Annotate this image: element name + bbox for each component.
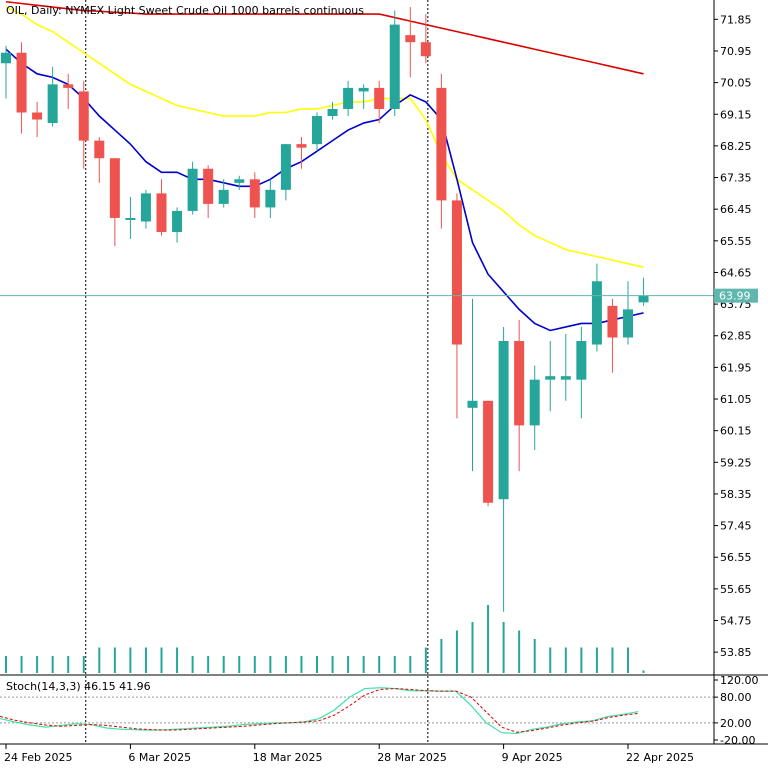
stochastic-levels — [0, 696, 714, 724]
candle-body — [623, 309, 633, 338]
y-tick-label: 62.85 — [720, 330, 752, 343]
y-tick-label: 65.55 — [720, 235, 752, 248]
candle-body — [265, 189, 276, 208]
y-tick-label: 61.95 — [720, 361, 752, 374]
candle-body — [156, 193, 167, 233]
y-tick-label: 56.55 — [720, 551, 752, 564]
ma-fast-line — [5, 48, 644, 332]
stoch-tick-label: -20.00 — [720, 734, 755, 747]
candle-body — [327, 108, 338, 117]
x-tick-label: 9 Apr 2025 — [502, 751, 563, 764]
candle-body — [296, 144, 307, 148]
stochastic-panel[interactable] — [0, 687, 714, 735]
candle-body — [436, 87, 447, 201]
ma-mid-line — [5, 6, 644, 268]
x-tick-label: 28 Mar 2025 — [377, 751, 447, 764]
y-tick-label: 66.45 — [720, 203, 752, 216]
candle-body — [140, 193, 151, 222]
candle-body — [1, 52, 11, 64]
y-tick-label: 69.15 — [720, 108, 752, 121]
candle-body — [607, 305, 618, 338]
volume-bars — [5, 605, 645, 673]
candle-body — [125, 217, 136, 220]
candle-body — [343, 87, 354, 109]
candle-body — [218, 189, 229, 204]
y-tick-label: 54.75 — [720, 615, 752, 628]
candle-body — [483, 400, 494, 503]
stoch-main-line — [0, 687, 639, 735]
x-tick-label: 22 Apr 2025 — [626, 751, 694, 764]
ma-slow-line — [5, 0, 644, 75]
price-panel[interactable] — [0, 0, 714, 744]
candle-body — [591, 281, 602, 345]
candle-body — [467, 400, 478, 408]
x-tick-label: 6 Mar 2025 — [128, 751, 191, 764]
candle-body — [358, 87, 369, 92]
y-tick-label: 53.85 — [720, 646, 752, 659]
time-axis: 24 Feb 2025 6 Mar 2025 18 Mar 2025 28 Mar 2… — [4, 744, 694, 764]
candle-body — [203, 168, 214, 204]
y-tick-label: 58.35 — [720, 488, 752, 501]
y-tick-label: 71.85 — [720, 13, 752, 26]
candle-body — [172, 210, 183, 233]
candle-body — [63, 84, 74, 88]
stoch-signal-line — [0, 688, 639, 733]
y-tick-label: 60.15 — [720, 425, 752, 438]
candle-body — [529, 379, 540, 426]
y-tick-label: 70.05 — [720, 77, 752, 90]
candles — [1, 7, 649, 612]
candle-body — [47, 84, 58, 124]
candle-body — [514, 341, 525, 426]
y-tick-label: 64.65 — [720, 266, 752, 279]
candle-body — [545, 376, 556, 380]
candle-body — [576, 341, 587, 380]
y-tick-label: 70.95 — [720, 45, 752, 58]
candle-body — [498, 341, 509, 500]
candle-body — [560, 376, 571, 380]
candle-body — [280, 144, 291, 190]
current-price-tag — [714, 288, 758, 303]
y-tick-label: 57.45 — [720, 520, 752, 533]
candle-body — [187, 168, 198, 211]
candle-body — [234, 179, 245, 183]
y-tick-label: 61.05 — [720, 393, 752, 406]
candle-body — [638, 295, 649, 303]
candle-body — [374, 87, 385, 109]
current-price-tag-text: 63.99 — [719, 290, 751, 303]
chart-title: OIL, Daily: NYMEX Light Sweet Crude Oil … — [6, 4, 364, 17]
stoch-tick-label: 20.00 — [720, 717, 752, 730]
x-tick-label: 24 Feb 2025 — [4, 751, 72, 764]
candle-body — [389, 24, 400, 109]
candle-body — [451, 200, 462, 345]
candle-body — [405, 35, 416, 43]
y-tick-label: 59.25 — [720, 456, 752, 469]
candle-body — [249, 179, 260, 208]
stoch-tick-label: 120.00 — [720, 674, 759, 687]
stochastic-lines — [0, 687, 639, 735]
x-tick-label: 18 Mar 2025 — [253, 751, 323, 764]
stoch-tick-label: 80.00 — [720, 691, 752, 704]
y-tick-label: 55.65 — [720, 583, 752, 596]
stochastic-title: Stoch(14,3,3) 46.15 41.96 — [6, 680, 151, 693]
y-tick-label: 68.25 — [720, 140, 752, 153]
candle-body — [16, 52, 27, 113]
price-axis: 71.85 70.95 70.05 69.15 68.25 67.35 66.45 65.55… — [714, 13, 752, 659]
candle-body — [109, 158, 120, 218]
moving-averages — [5, 0, 644, 332]
candle-body — [312, 116, 322, 145]
stochastic-axis: 120.00 80.00 20.00 -20.00 — [714, 674, 759, 747]
candle-body — [78, 91, 89, 141]
candle-body — [94, 140, 105, 159]
candle-body — [32, 112, 43, 120]
candle-body — [420, 42, 431, 57]
y-tick-label: 67.35 — [720, 172, 752, 185]
